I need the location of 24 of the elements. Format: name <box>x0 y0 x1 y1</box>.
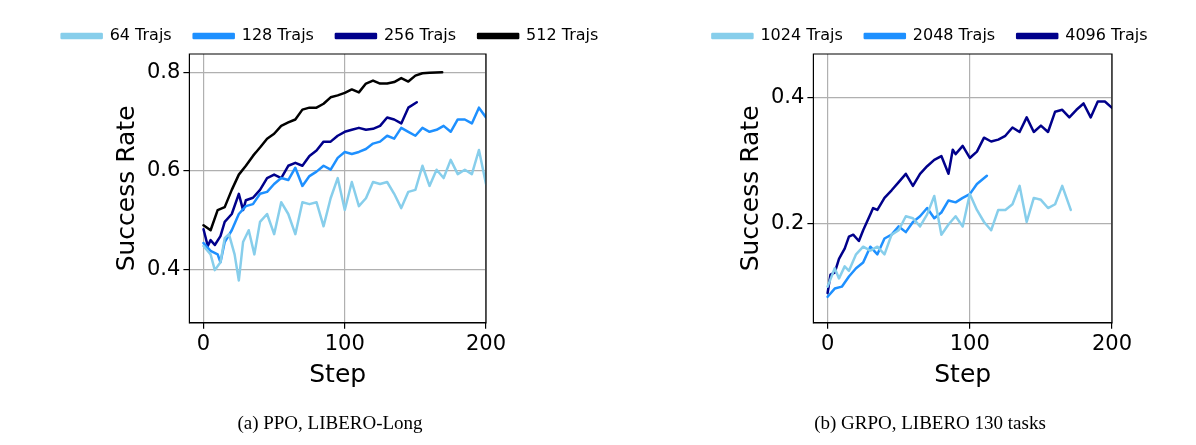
y-tick-label: 0.4 <box>770 83 805 108</box>
x-tick-label: 200 <box>465 330 507 355</box>
legend-label: 512 Trajs <box>526 25 599 45</box>
legend-label: 64 Trajs <box>109 25 172 45</box>
x-tick-label: 200 <box>1091 330 1133 355</box>
legend-label: 2048 Trajs <box>912 25 996 45</box>
text: (a) PPO, LIBERO-Long <box>236 412 424 434</box>
x-tick-label: 100 <box>949 330 990 355</box>
y-tick-label: 0.4 <box>146 255 181 280</box>
y-tick-label: 0.8 <box>146 58 181 83</box>
y-tick-label: 0.6 <box>146 157 181 182</box>
y-axis-title: Success Rate <box>734 105 764 272</box>
legend-label: 128 Trajs <box>241 25 314 45</box>
legend-label: 4096 Trajs <box>1065 25 1148 45</box>
x-axis-title: Step <box>934 358 992 388</box>
legend-label: 1024 Trajs <box>760 25 843 45</box>
x-tick-label: 0 <box>820 330 835 355</box>
legend-label: 256 Trajs <box>383 25 457 45</box>
y-tick-label: 0.2 <box>770 210 805 235</box>
y-axis-title: Success Rate <box>110 105 140 272</box>
x-tick-label: 100 <box>324 330 365 355</box>
text: (b) GRPO, LIBERO 130 tasks <box>813 412 1047 434</box>
x-axis-title: Step <box>309 358 367 388</box>
x-tick-label: 0 <box>196 330 211 355</box>
